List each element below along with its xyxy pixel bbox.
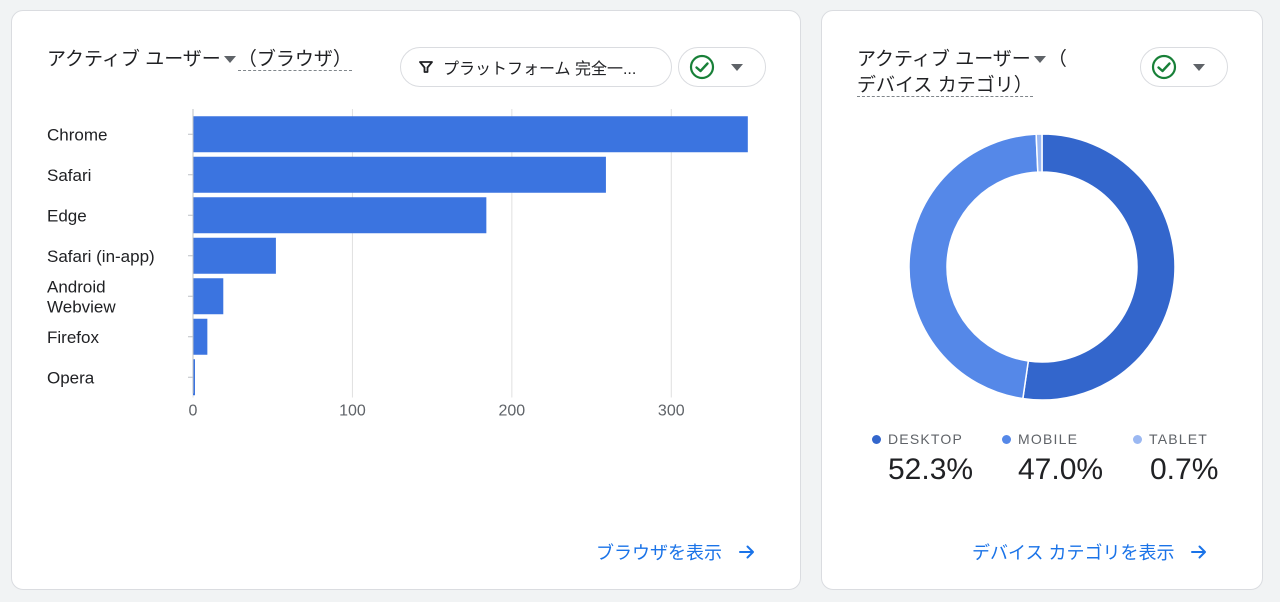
- browser-card: アクティブ ユーザー （ブラウザ） プラットフォーム 完全一... 0 100 200…: [11, 10, 801, 590]
- category-label: Firefox: [47, 328, 99, 347]
- legend-dot: [872, 434, 881, 444]
- device-donut-chart: [908, 133, 1176, 401]
- legend-dot: [1002, 434, 1011, 444]
- metric-label: アクティブ ユーザー: [857, 49, 1031, 70]
- device-card-title: アクティブ ユーザー （ デバイス カテゴリ）: [857, 47, 1097, 99]
- bar[interactable]: [193, 278, 224, 315]
- legend-mobile: MOBILE 47.0%: [1002, 431, 1103, 487]
- compare-status-button[interactable]: [678, 47, 766, 87]
- metric-label: アクティブ ユーザー: [47, 49, 221, 70]
- chevron-down-icon: [1193, 63, 1205, 71]
- dimension-link[interactable]: デバイス カテゴリ）: [857, 75, 1033, 97]
- filter-label: プラットフォーム 完全一...: [443, 61, 637, 78]
- category-label: Safari (in-app): [47, 247, 155, 266]
- x-tick-label: 300: [658, 403, 685, 420]
- x-tick-label: 0: [189, 403, 198, 420]
- platform-filter-chip[interactable]: プラットフォーム 完全一...: [400, 47, 672, 87]
- legend-label: MOBILE: [1018, 431, 1079, 447]
- legend-dot: [1133, 434, 1142, 444]
- view-browser-link-label: ブラウザを表示: [596, 543, 722, 563]
- check-circle-icon: [689, 54, 715, 80]
- view-device-category-link[interactable]: デバイス カテゴリを表示: [972, 539, 1208, 565]
- category-label: Edge: [47, 206, 87, 225]
- legend-label: TABLET: [1149, 431, 1209, 447]
- bar[interactable]: [193, 156, 606, 193]
- view-browser-link[interactable]: ブラウザを表示: [596, 539, 756, 565]
- category-label: Safari: [47, 166, 91, 185]
- metric-dropdown-icon[interactable]: [223, 56, 236, 64]
- category-label: Android: [47, 277, 106, 296]
- legend-tablet: TABLET 0.7%: [1133, 431, 1218, 487]
- donut-slice-desktop[interactable]: [1021, 133, 1176, 401]
- bar[interactable]: [193, 237, 276, 274]
- bar[interactable]: [193, 318, 208, 355]
- browser-bar-chart: 0 100 200 300 Chrome Safari Edge Safari (in-app…: [47, 109, 748, 420]
- category-label: Opera: [47, 368, 95, 387]
- category-label: Webview: [47, 297, 116, 316]
- check-circle-icon: [1151, 54, 1177, 80]
- metric-dropdown-icon[interactable]: [1033, 56, 1046, 64]
- arrow-right-icon: [739, 545, 754, 559]
- legend-desktop: DESKTOP 52.3%: [872, 431, 973, 487]
- bar[interactable]: [193, 116, 748, 153]
- dimension-link[interactable]: （ブラウザ）: [237, 49, 352, 71]
- bar[interactable]: [193, 197, 487, 234]
- donut-slice-tablet[interactable]: [1035, 133, 1043, 173]
- legend-value: 52.3%: [888, 453, 974, 486]
- legend-value: 0.7%: [1150, 453, 1219, 486]
- category-label: Chrome: [47, 125, 107, 144]
- donut-slice-mobile[interactable]: [908, 133, 1039, 400]
- browser-card-title: アクティブ ユーザー （ブラウザ）: [47, 47, 352, 73]
- filter-icon: [419, 61, 433, 73]
- view-device-link-label: デバイス カテゴリを表示: [972, 543, 1175, 563]
- x-tick-label: 100: [339, 403, 366, 420]
- compare-status-button[interactable]: [1140, 47, 1228, 87]
- device-card: アクティブ ユーザー （ デバイス カテゴリ） DESKTOP 52.3% MOB…: [821, 10, 1263, 590]
- legend-label: DESKTOP: [888, 431, 964, 447]
- arrow-right-icon: [1191, 545, 1207, 559]
- title-paren: （: [1047, 49, 1067, 70]
- x-tick-label: 200: [499, 403, 526, 420]
- legend-value: 47.0%: [1018, 453, 1104, 486]
- chevron-down-icon: [731, 63, 743, 71]
- bar[interactable]: [193, 359, 195, 396]
